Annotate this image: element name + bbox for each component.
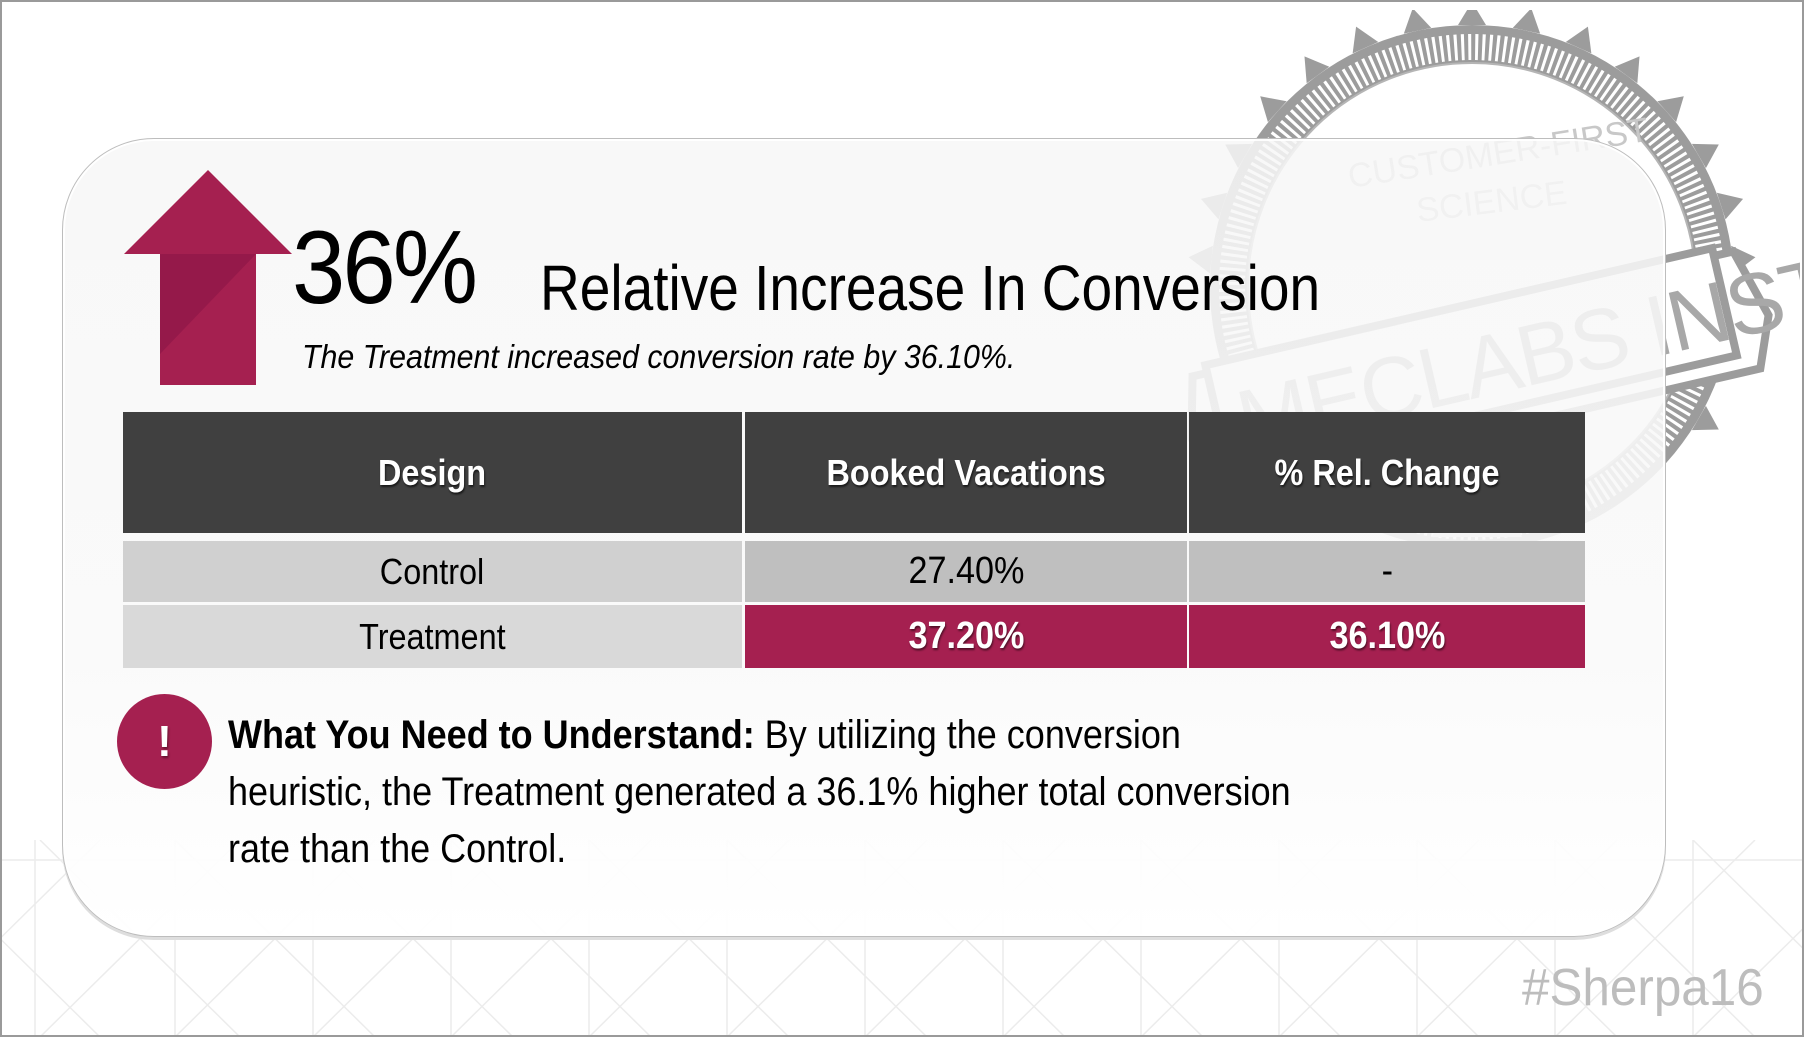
key-takeaway: What You Need to Understand: By utilizin… <box>228 707 1588 878</box>
hashtag-label: #Sherpa16 <box>1522 959 1764 1017</box>
headline-subtitle: The Treatment increased conversion rate … <box>302 338 1016 375</box>
header-rel-change: % Rel. Change <box>1189 412 1585 533</box>
cell-booked-vacations: 37.20% <box>745 605 1187 668</box>
cell-text: Control <box>380 550 485 592</box>
header-label: % Rel. Change <box>1274 451 1500 493</box>
header-design: Design <box>123 412 742 533</box>
table-header-row: Design Booked Vacations % Rel. Change <box>123 412 1585 533</box>
cell-text: 36.10% <box>1328 615 1445 657</box>
header-label: Design <box>378 451 487 493</box>
cell-booked-vacations: 27.40% <box>745 541 1187 602</box>
header-label: Booked Vacations <box>826 451 1106 493</box>
callout-line-1: What You Need to Understand: By utilizin… <box>228 707 1452 764</box>
table-row-treatment: Treatment 37.20% 36.10% <box>123 605 1585 668</box>
cell-text: - <box>1381 550 1393 592</box>
up-arrow-icon <box>124 170 292 385</box>
cell-rel-change: - <box>1189 541 1585 602</box>
exclamation-circle-icon: ! <box>117 694 212 789</box>
headline-percent: 36% <box>292 210 478 326</box>
callout-line-2: heuristic, the Treatment generated a 36.… <box>228 770 1291 814</box>
callout-label: What You Need to Understand: <box>228 713 755 757</box>
table-row-control: Control 27.40% - <box>123 541 1585 602</box>
cell-design: Control <box>123 541 742 602</box>
cell-text: 27.40% <box>907 550 1024 592</box>
headline-text: Relative Increase In Conversion <box>540 252 1321 324</box>
cell-text: 37.20% <box>907 615 1024 657</box>
callout-line-3: rate than the Control. <box>228 827 567 871</box>
cell-rel-change: 36.10% <box>1189 605 1585 668</box>
content-card <box>62 138 1666 937</box>
cell-text: Treatment <box>359 615 506 657</box>
cell-design: Treatment <box>123 605 742 668</box>
header-booked-vacations: Booked Vacations <box>745 412 1187 533</box>
callout-line-1-text: By utilizing the conversion <box>754 713 1181 757</box>
